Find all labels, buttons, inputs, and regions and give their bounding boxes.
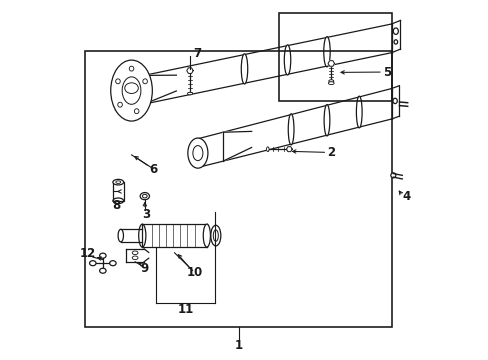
Bar xyxy=(85,51,391,327)
Polygon shape xyxy=(142,224,206,247)
Text: 10: 10 xyxy=(186,266,203,279)
Ellipse shape xyxy=(140,193,149,200)
Ellipse shape xyxy=(100,268,106,273)
Text: 7: 7 xyxy=(193,47,201,60)
Ellipse shape xyxy=(266,147,268,152)
Ellipse shape xyxy=(356,96,362,128)
Text: 6: 6 xyxy=(149,163,157,176)
Polygon shape xyxy=(286,147,292,152)
Ellipse shape xyxy=(393,40,397,44)
Text: 3: 3 xyxy=(142,208,150,221)
Ellipse shape xyxy=(287,114,293,145)
Ellipse shape xyxy=(328,80,333,82)
Text: 12: 12 xyxy=(79,247,95,260)
Polygon shape xyxy=(186,68,193,73)
Ellipse shape xyxy=(89,261,96,266)
Ellipse shape xyxy=(203,224,210,247)
Ellipse shape xyxy=(323,37,329,67)
Polygon shape xyxy=(327,60,334,66)
Ellipse shape xyxy=(210,225,221,246)
Polygon shape xyxy=(198,89,391,167)
Bar xyxy=(113,182,123,201)
Ellipse shape xyxy=(284,45,290,75)
Text: 8: 8 xyxy=(112,199,121,212)
Text: 2: 2 xyxy=(326,146,334,159)
Ellipse shape xyxy=(392,28,398,35)
Polygon shape xyxy=(126,249,144,262)
Text: 1: 1 xyxy=(235,339,243,352)
Ellipse shape xyxy=(118,229,123,242)
Ellipse shape xyxy=(109,261,116,266)
Ellipse shape xyxy=(110,60,152,121)
Text: 11: 11 xyxy=(177,303,193,316)
Ellipse shape xyxy=(390,173,395,178)
Ellipse shape xyxy=(328,82,333,85)
Ellipse shape xyxy=(392,98,396,104)
Ellipse shape xyxy=(187,92,192,95)
Ellipse shape xyxy=(187,138,207,168)
Polygon shape xyxy=(144,75,176,104)
Ellipse shape xyxy=(100,253,106,258)
Polygon shape xyxy=(115,24,391,110)
Ellipse shape xyxy=(324,104,329,136)
Ellipse shape xyxy=(241,54,247,84)
Bar xyxy=(278,13,391,101)
Ellipse shape xyxy=(113,179,123,185)
Text: 5: 5 xyxy=(382,66,390,79)
Polygon shape xyxy=(121,229,142,242)
Text: 4: 4 xyxy=(402,190,410,203)
Polygon shape xyxy=(223,131,251,161)
Text: 9: 9 xyxy=(140,262,148,275)
